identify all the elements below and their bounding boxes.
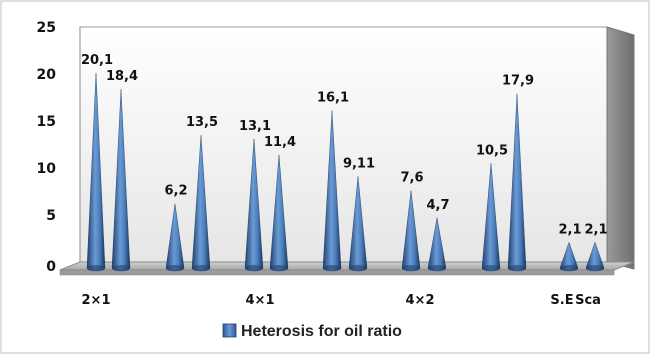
bar (322, 110, 342, 272)
x-tick-labels: 2×1 4×1 4×2 S.E Sca (82, 293, 601, 308)
bar (191, 135, 211, 272)
bar-base (87, 265, 105, 271)
y-tick-label: 25 (37, 20, 56, 36)
bar-base (166, 265, 184, 271)
x-tick-label: S.E (550, 293, 573, 308)
x-tick-label: 4×2 (406, 293, 435, 308)
bar-base (112, 265, 130, 271)
bar-base (482, 265, 500, 271)
data-label: 6,2 (164, 184, 187, 199)
bar (559, 241, 579, 272)
data-label: 4,7 (426, 198, 449, 213)
data-label: 11,4 (264, 135, 296, 150)
bar (507, 93, 527, 272)
data-label: 9,11 (343, 156, 375, 171)
bar-base (323, 265, 341, 271)
bar-base (560, 265, 578, 271)
bar (401, 190, 421, 272)
bar-base (349, 265, 367, 271)
data-label: 2,1 (584, 222, 607, 237)
bar-base (192, 265, 210, 271)
bar (481, 163, 501, 272)
bar (86, 73, 106, 272)
legend-swatch (222, 323, 237, 338)
data-label: 10,5 (476, 143, 508, 158)
data-label: 16,1 (317, 91, 349, 106)
x-tick-label: Sca (575, 293, 601, 308)
y-ticks: 0 5 10 15 20 25 (37, 20, 57, 275)
data-label: 18,4 (106, 69, 138, 84)
bar (165, 203, 185, 272)
y-tick-label: 15 (37, 114, 56, 130)
bars (86, 73, 605, 272)
legend: Heterosis for oil ratio (222, 323, 402, 340)
y-tick-label: 0 (46, 259, 56, 275)
data-label: 7,6 (400, 171, 423, 186)
bar-base (508, 265, 526, 271)
x-tick-label: 4×1 (246, 293, 275, 308)
x-tick-label: 2×1 (82, 293, 111, 308)
bar (244, 138, 264, 272)
bar-base (428, 265, 446, 271)
bar-base (402, 265, 420, 271)
legend-label: Heterosis for oil ratio (241, 323, 402, 340)
data-label: 13,1 (239, 119, 271, 134)
y-tick-label: 5 (46, 208, 56, 224)
side-wall (606, 26, 635, 270)
data-label: 20,1 (81, 53, 113, 68)
bar (348, 176, 368, 272)
data-label: 17,9 (502, 74, 534, 89)
y-tick-label: 10 (37, 161, 57, 177)
bar-base (586, 265, 604, 271)
bar-base (270, 265, 288, 271)
back-wall (79, 26, 608, 263)
data-label: 13,5 (186, 115, 218, 130)
bar (269, 154, 289, 272)
bar (427, 217, 447, 272)
bar (111, 89, 131, 272)
y-tick-label: 20 (37, 67, 57, 83)
bar-base (245, 265, 263, 271)
floor (59, 261, 635, 271)
bar (585, 241, 605, 272)
data-labels: 20,118,4 6,2 13,5 13,111,4 16,1 9,11 7,64,7 10,… (81, 53, 608, 237)
data-label: 2,1 (558, 222, 581, 237)
